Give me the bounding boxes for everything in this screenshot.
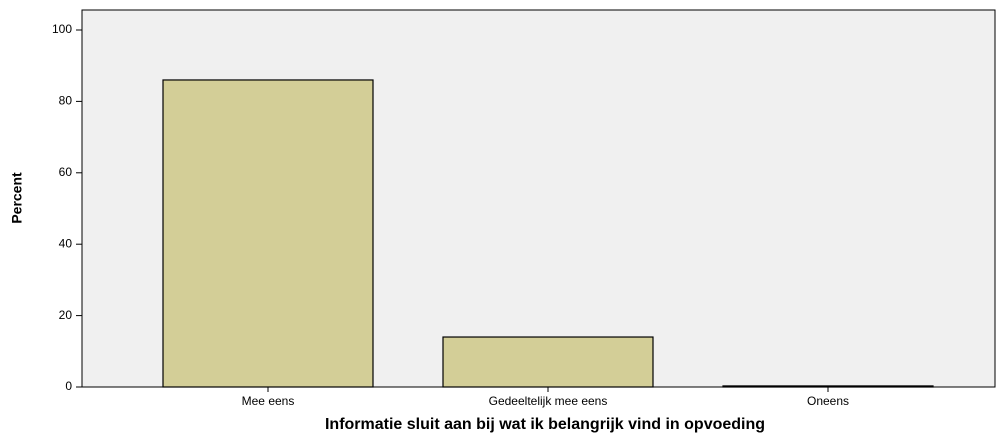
y-tick-label: 0 <box>65 379 72 393</box>
x-axis-label: Informatie sluit aan bij wat ik belangri… <box>325 416 765 433</box>
y-tick-label: 20 <box>59 308 73 322</box>
y-tick-label: 40 <box>59 236 73 250</box>
y-tick-label: 100 <box>52 22 72 36</box>
y-tick-label: 80 <box>59 94 73 108</box>
bar <box>162 79 374 388</box>
y-axis-label: Percent <box>9 172 25 224</box>
x-tick-label: Mee eens <box>242 394 295 408</box>
y-tick-label: 60 <box>59 165 73 179</box>
bar <box>442 336 654 388</box>
x-tick-label: Gedeeltelijk mee eens <box>489 394 608 408</box>
x-tick-label: Oneens <box>807 394 849 408</box>
bar <box>722 385 934 388</box>
